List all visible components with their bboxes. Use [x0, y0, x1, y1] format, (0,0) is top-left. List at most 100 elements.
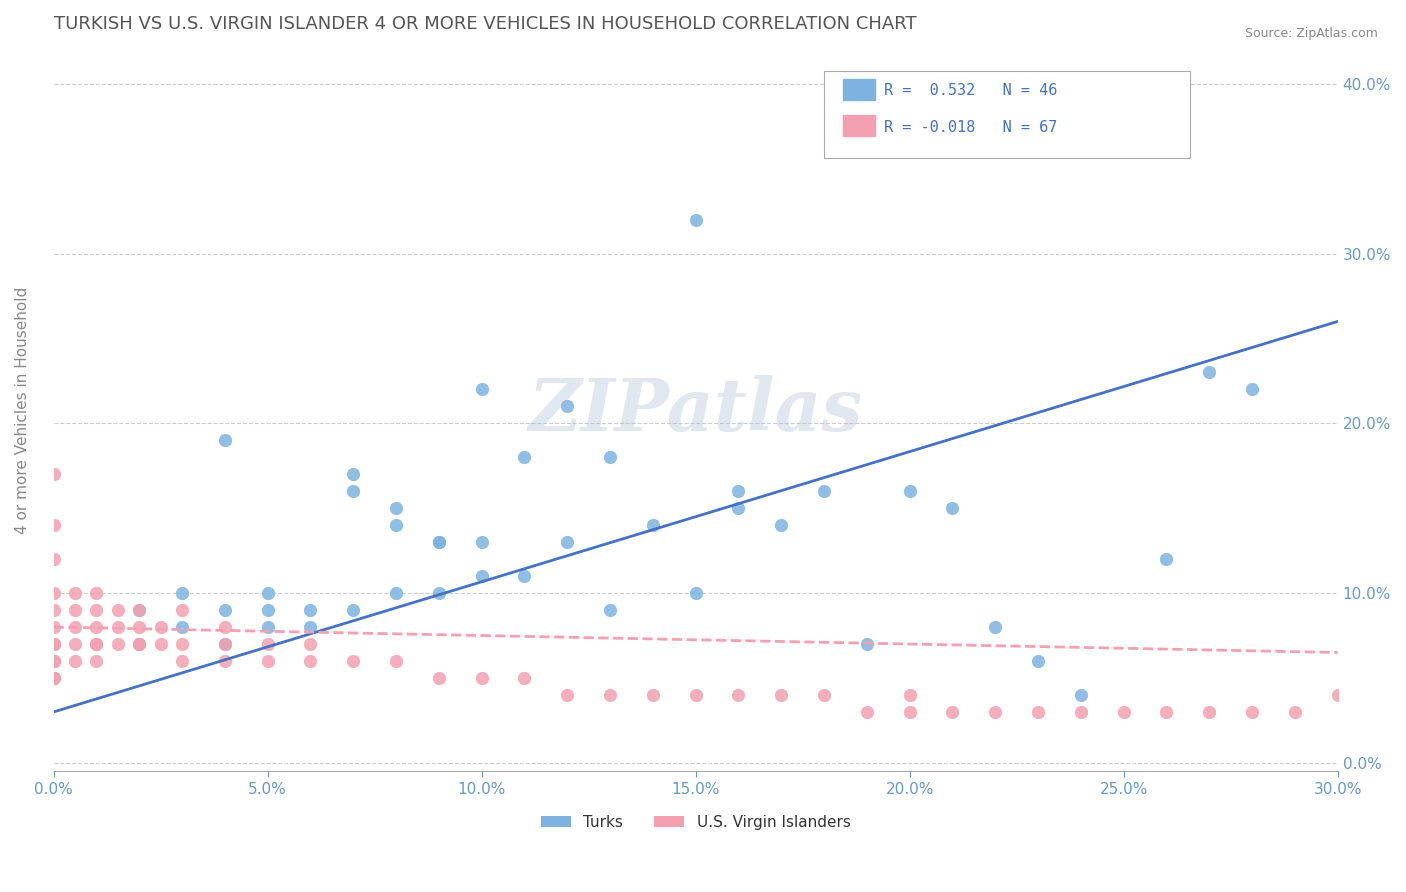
Point: [214, 637, 236, 651]
Point: [170, 620, 193, 634]
Point: [685, 688, 707, 702]
Point: [1198, 705, 1220, 719]
Point: [685, 586, 707, 600]
Point: [170, 654, 193, 668]
Point: [214, 434, 236, 448]
Point: [128, 637, 150, 651]
Point: [898, 484, 921, 499]
Point: [256, 586, 278, 600]
Point: [86, 620, 108, 634]
Point: [214, 620, 236, 634]
Point: [42, 671, 65, 685]
Point: [727, 501, 749, 516]
Point: [555, 688, 578, 702]
Point: [214, 603, 236, 617]
Point: [107, 603, 129, 617]
Point: [149, 620, 172, 634]
Point: [941, 705, 963, 719]
Point: [214, 654, 236, 668]
Point: [86, 654, 108, 668]
Point: [42, 518, 65, 533]
Point: [984, 705, 1007, 719]
Point: [727, 688, 749, 702]
Point: [727, 484, 749, 499]
Point: [1156, 552, 1178, 566]
Text: R = -0.018   N = 67: R = -0.018 N = 67: [884, 120, 1057, 135]
Point: [128, 603, 150, 617]
Point: [63, 603, 86, 617]
Point: [42, 467, 65, 482]
Point: [856, 705, 879, 719]
Point: [471, 569, 494, 583]
Text: R =  0.532   N = 46: R = 0.532 N = 46: [884, 84, 1057, 98]
Point: [1070, 688, 1092, 702]
Point: [342, 603, 364, 617]
Point: [256, 620, 278, 634]
Point: [63, 654, 86, 668]
Bar: [844, 78, 876, 100]
Point: [299, 654, 322, 668]
Point: [1240, 705, 1263, 719]
Point: [599, 688, 621, 702]
Point: [86, 586, 108, 600]
Point: [107, 620, 129, 634]
Y-axis label: 4 or more Vehicles in Household: 4 or more Vehicles in Household: [15, 287, 30, 534]
Point: [1284, 705, 1306, 719]
Point: [471, 383, 494, 397]
Point: [984, 620, 1007, 634]
Point: [513, 671, 536, 685]
Point: [107, 637, 129, 651]
Point: [1026, 705, 1049, 719]
Point: [170, 637, 193, 651]
Point: [256, 654, 278, 668]
Point: [471, 671, 494, 685]
Point: [342, 467, 364, 482]
Bar: [844, 115, 876, 136]
Point: [898, 688, 921, 702]
Point: [63, 586, 86, 600]
Point: [641, 518, 664, 533]
Point: [63, 620, 86, 634]
Point: [256, 603, 278, 617]
Point: [42, 637, 65, 651]
Point: [86, 637, 108, 651]
Text: TURKISH VS U.S. VIRGIN ISLANDER 4 OR MORE VEHICLES IN HOUSEHOLD CORRELATION CHAR: TURKISH VS U.S. VIRGIN ISLANDER 4 OR MOR…: [53, 15, 917, 33]
Point: [770, 518, 793, 533]
Point: [513, 569, 536, 583]
Point: [170, 586, 193, 600]
Point: [63, 637, 86, 651]
Point: [898, 705, 921, 719]
Point: [128, 637, 150, 651]
Legend: Turks, U.S. Virgin Islanders: Turks, U.S. Virgin Islanders: [534, 809, 856, 836]
Point: [1156, 705, 1178, 719]
Point: [299, 620, 322, 634]
Point: [1240, 383, 1263, 397]
Point: [149, 637, 172, 651]
Point: [86, 637, 108, 651]
Point: [1026, 654, 1049, 668]
Point: [555, 535, 578, 549]
Point: [513, 450, 536, 465]
Point: [427, 535, 450, 549]
Point: [471, 535, 494, 549]
Point: [42, 603, 65, 617]
Point: [42, 552, 65, 566]
Point: [128, 620, 150, 634]
Point: [1198, 365, 1220, 379]
Point: [385, 518, 408, 533]
Point: [42, 654, 65, 668]
Text: Source: ZipAtlas.com: Source: ZipAtlas.com: [1244, 27, 1378, 40]
Point: [385, 586, 408, 600]
Point: [770, 688, 793, 702]
Point: [128, 637, 150, 651]
Point: [1112, 705, 1135, 719]
Point: [641, 688, 664, 702]
Point: [256, 637, 278, 651]
Point: [342, 654, 364, 668]
Point: [427, 535, 450, 549]
Point: [427, 586, 450, 600]
Point: [1070, 705, 1092, 719]
Text: ZIPatlas: ZIPatlas: [529, 376, 863, 446]
Point: [170, 603, 193, 617]
Point: [385, 654, 408, 668]
